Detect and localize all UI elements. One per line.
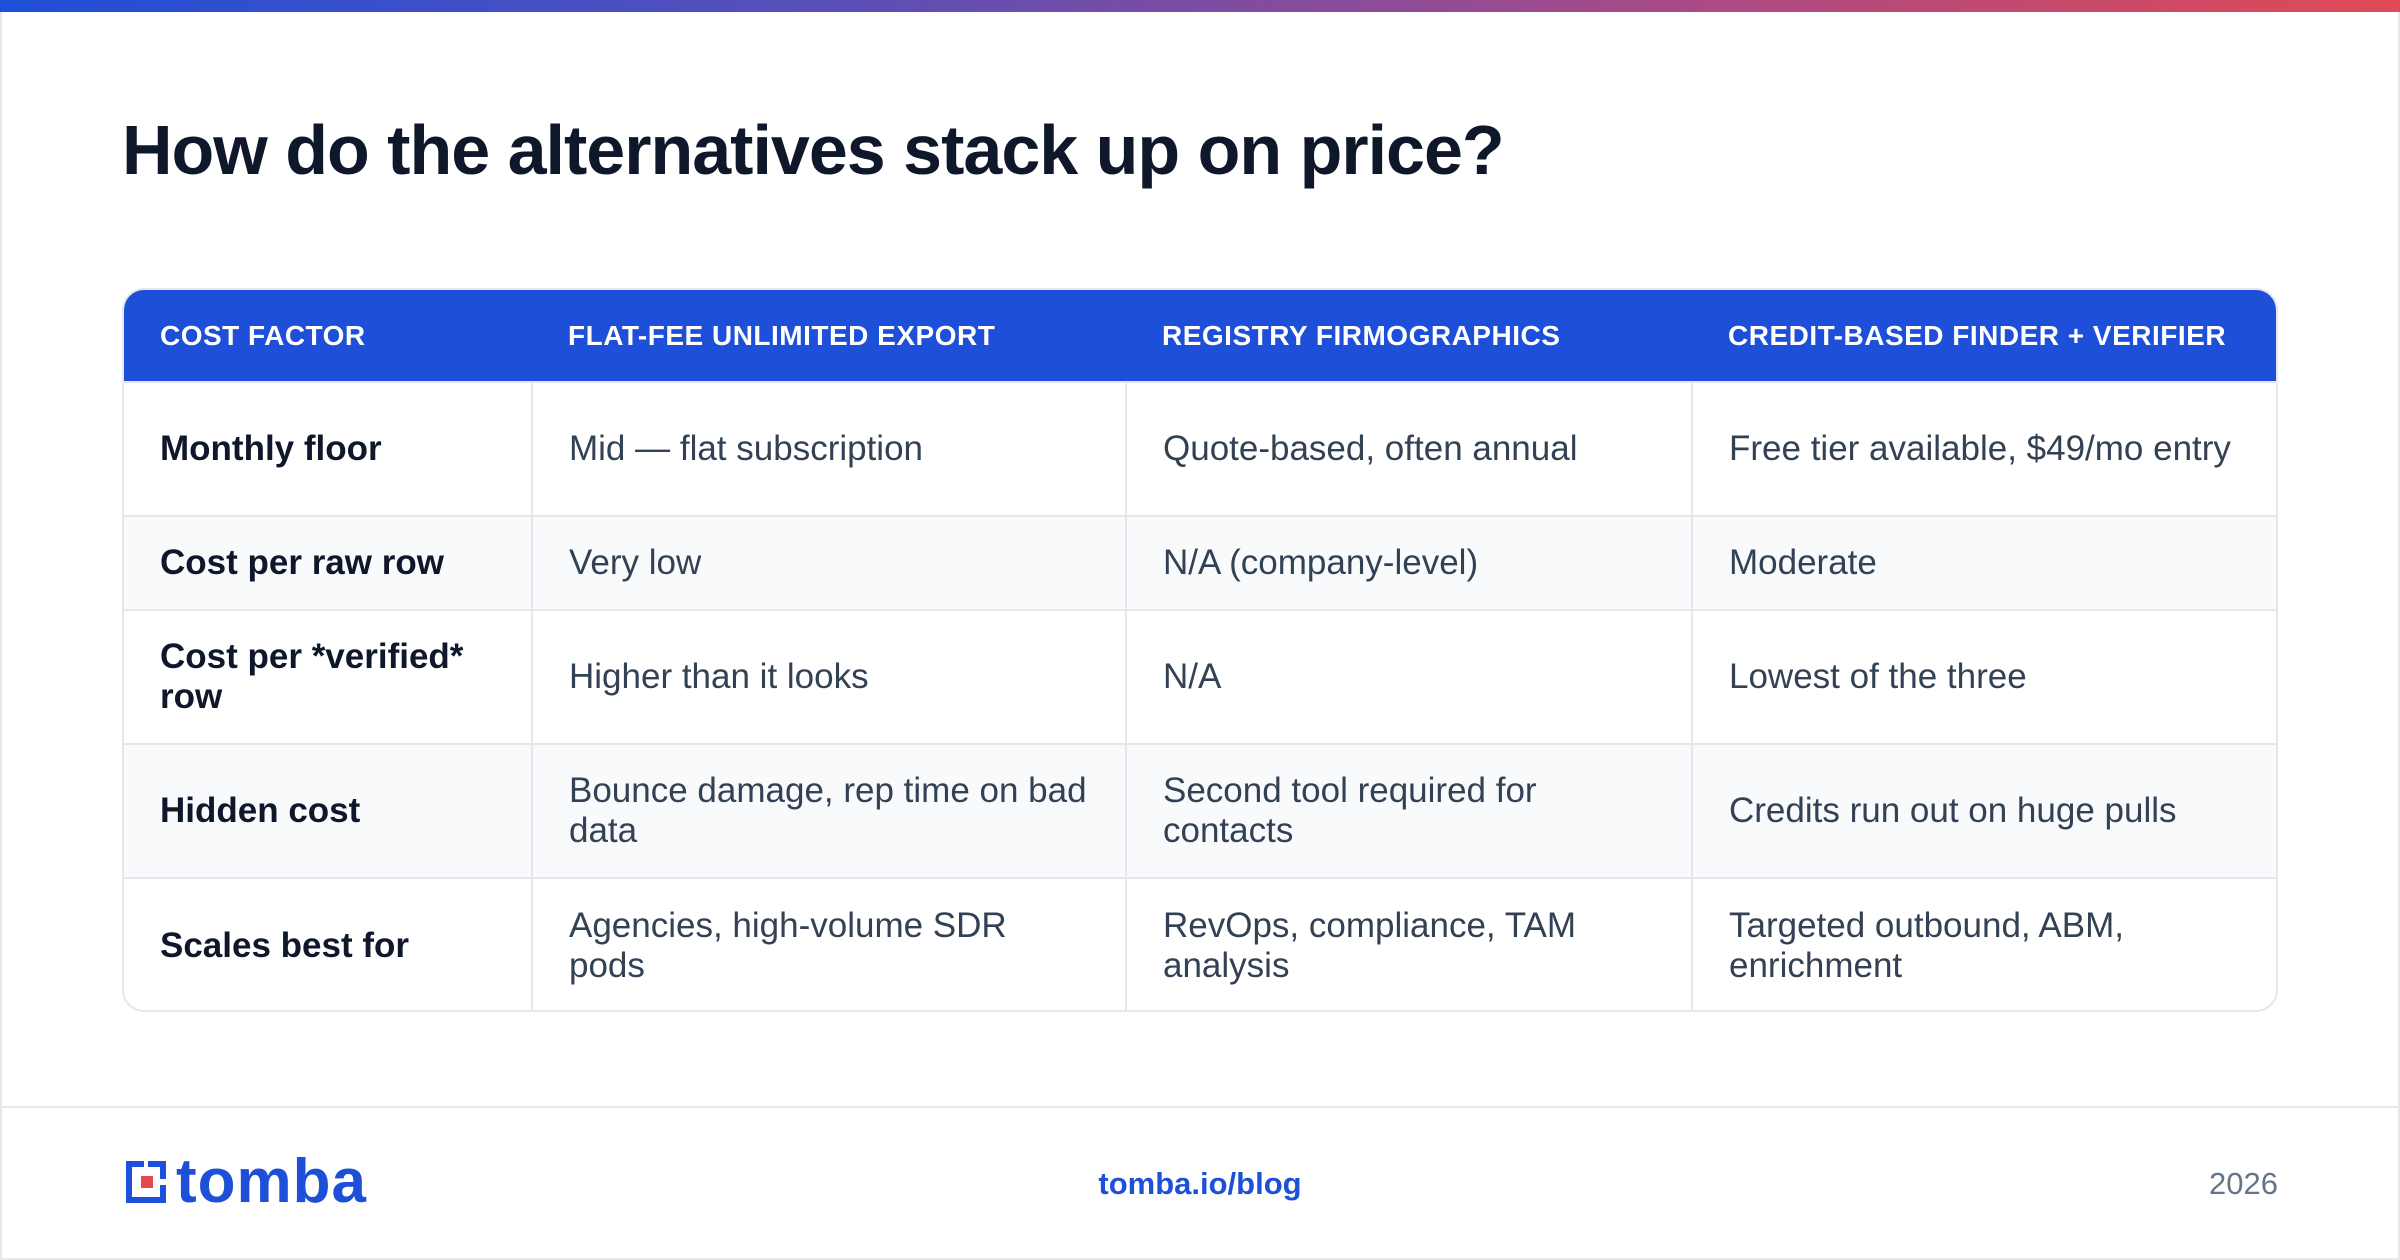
- footer-year: 2026: [2209, 1166, 2278, 1201]
- page-title: How do the alternatives stack up on pric…: [122, 111, 1505, 189]
- comparison-table: COST FACTOR FLAT-FEE UNLIMITED EXPORT RE…: [122, 288, 2278, 1012]
- blog-link[interactable]: tomba.io/blog: [1098, 1166, 1302, 1201]
- table-cell: Agencies, high-volume SDR pods: [531, 877, 1126, 1010]
- table-row: Hidden cost Bounce damage, rep time on b…: [124, 743, 2276, 878]
- column-header-cost-factor: COST FACTOR: [124, 290, 532, 382]
- logo-wordmark: tomba: [176, 1147, 367, 1216]
- column-header-credit-based: CREDIT-BASED FINDER + VERIFIER: [1692, 290, 2276, 382]
- table-cell: Higher than it looks: [531, 609, 1126, 744]
- table-row: Cost per raw row Very low N/A (company-l…: [124, 515, 2276, 610]
- tomba-logo[interactable]: tomba: [122, 1147, 367, 1216]
- table-cell: Lowest of the three: [1691, 609, 2276, 744]
- table-cell: N/A: [1125, 609, 1692, 744]
- table-cell: Very low: [531, 515, 1126, 610]
- top-gradient-bar: [0, 0, 2400, 12]
- table-cell: Mid — flat subscription: [531, 381, 1126, 516]
- column-header-registry: REGISTRY FIRMOGRAPHICS: [1126, 290, 1692, 382]
- table-row: Cost per *verified* row Higher than it l…: [124, 609, 2276, 744]
- table-row: Monthly floor Mid — flat subscription Qu…: [124, 381, 2276, 516]
- table-cell: Quote-based, often annual: [1125, 381, 1692, 516]
- row-label: Cost per raw row: [124, 515, 532, 610]
- table-cell: Second tool required for contacts: [1125, 743, 1692, 878]
- table-cell: Bounce damage, rep time on bad data: [531, 743, 1126, 878]
- row-label: Scales best for: [124, 877, 532, 1010]
- table-row: Scales best for Agencies, high-volume SD…: [124, 877, 2276, 1010]
- row-label: Cost per *verified* row: [124, 609, 532, 744]
- row-label: Monthly floor: [124, 381, 532, 516]
- table-cell: Credits run out on huge pulls: [1691, 743, 2276, 878]
- column-header-flat-fee: FLAT-FEE UNLIMITED EXPORT: [532, 290, 1126, 382]
- tomba-logo-mark-icon: [122, 1157, 170, 1207]
- table-cell: RevOps, compliance, TAM analysis: [1125, 877, 1692, 1010]
- row-label: Hidden cost: [124, 743, 532, 878]
- table-cell: N/A (company-level): [1125, 515, 1692, 610]
- table-header-row: COST FACTOR FLAT-FEE UNLIMITED EXPORT RE…: [124, 290, 2276, 382]
- footer-divider: [0, 1106, 2400, 1108]
- table-cell: Moderate: [1691, 515, 2276, 610]
- table-cell: Free tier available, $49/mo entry: [1691, 381, 2276, 516]
- table-cell: Targeted outbound, ABM, enrichment: [1691, 877, 2276, 1010]
